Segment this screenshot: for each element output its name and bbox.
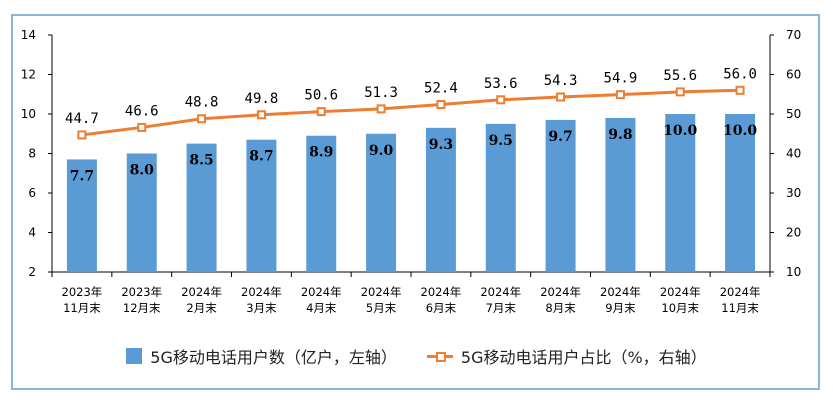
- legend-line-swatch: [426, 348, 453, 364]
- y-left-tick-label: 6: [28, 186, 36, 200]
- bar: [425, 127, 456, 272]
- legend-line-label: 5G移动电话用户占比（%，右轴）: [460, 348, 707, 367]
- y-right-tick-label: 50: [786, 107, 801, 121]
- bar: [66, 159, 97, 272]
- bar: [545, 119, 576, 272]
- line-value-label: 53.6: [484, 76, 518, 92]
- bar: [126, 153, 157, 272]
- bar-value-label: 9.5: [489, 133, 513, 149]
- x-tick-label: 2024年 10月末: [660, 285, 701, 315]
- bar: [246, 139, 277, 272]
- bar: [366, 133, 397, 272]
- line-value-label: 55.6: [663, 68, 697, 84]
- bar-value-label: 9.3: [429, 137, 453, 153]
- line-marker: [77, 130, 87, 140]
- x-tick-label: 2024年 11月末: [720, 285, 761, 315]
- line-value-label: 50.6: [304, 88, 338, 104]
- y-left-tick-label: 8: [28, 147, 36, 161]
- legend-item-bars: 5G移动电话用户数（亿户，左轴）: [126, 344, 397, 368]
- line-value-label: 51.3: [364, 85, 398, 101]
- line-marker: [256, 110, 266, 120]
- legend-item-line: 5G移动电话用户占比（%，右轴）: [426, 344, 707, 368]
- chart-frame: [11, 14, 820, 390]
- x-tick-label: 2024年 8月末: [540, 285, 581, 315]
- line-marker: [675, 87, 685, 97]
- x-tick-label: 2024年 2月末: [181, 285, 222, 315]
- line-value-label: 49.8: [245, 91, 279, 107]
- line-value-label: 46.6: [125, 103, 159, 119]
- x-tick-label: 2024年 3月末: [241, 285, 282, 315]
- line-marker: [137, 122, 147, 132]
- y-left-tick-label: 4: [28, 226, 36, 240]
- y-right-tick-label: 40: [786, 147, 801, 161]
- bar-value-label: 9.8: [608, 127, 632, 143]
- x-tick-label: 2024年 4月末: [301, 285, 342, 315]
- line-marker: [556, 92, 566, 102]
- bar: [306, 135, 337, 272]
- y-right-tick-label: 30: [786, 186, 801, 200]
- line-marker: [436, 100, 446, 110]
- bar-value-label: 8.0: [130, 163, 155, 179]
- bar: [725, 114, 756, 272]
- line-marker: [376, 104, 386, 114]
- y-left-tick-label: 2: [28, 265, 36, 279]
- y-right-tick-label: 20: [786, 226, 801, 240]
- line-marker: [735, 85, 745, 95]
- legend: 5G移动电话用户数（亿户，左轴） 5G移动电话用户占比（%，右轴）: [0, 343, 833, 369]
- bar-value-label: 10.0: [663, 123, 697, 139]
- y-right-tick-label: 70: [786, 28, 801, 42]
- x-tick-label: 2024年 9月末: [600, 285, 641, 315]
- legend-bar-label: 5G移动电话用户数（亿户，左轴）: [150, 348, 397, 367]
- bar: [485, 123, 516, 272]
- x-tick-label: 2023年 12月末: [121, 285, 162, 315]
- line-marker: [496, 95, 506, 105]
- line-series: [81, 88, 741, 137]
- line-marker: [615, 90, 625, 100]
- x-tick-label: 2024年 6月末: [421, 285, 462, 315]
- line-value-label: 44.7: [65, 111, 99, 127]
- line-value-label: 54.9: [604, 71, 638, 87]
- bar-value-label: 8.9: [309, 145, 333, 161]
- y-left-tick-label: 14: [21, 28, 36, 42]
- bar: [186, 143, 217, 272]
- bar-value-label: 9.7: [548, 129, 572, 145]
- y-right-tick-label: 60: [786, 68, 801, 82]
- bar-value-label: 10.0: [723, 123, 757, 139]
- bar-value-label: 9.0: [369, 143, 394, 159]
- bar: [665, 114, 696, 272]
- legend-bar-swatch: [126, 348, 143, 364]
- bar: [605, 117, 636, 272]
- line-marker: [197, 114, 207, 124]
- line-marker: [316, 107, 326, 117]
- y-left-tick-label: 10: [21, 107, 36, 121]
- x-tick-label: 2024年 5月末: [361, 285, 402, 315]
- line-value-label: 56.0: [723, 66, 757, 82]
- x-tick-label: 2023年 11月末: [62, 285, 103, 315]
- bar-value-label: 7.7: [70, 168, 94, 184]
- x-tick-label: 2024年 7月末: [480, 285, 521, 315]
- line-value-label: 54.3: [544, 73, 578, 89]
- y-right-tick-label: 10: [786, 265, 801, 279]
- bar-value-label: 8.7: [249, 149, 273, 165]
- line-value-label: 52.4: [424, 81, 458, 97]
- bar-value-label: 8.5: [189, 153, 213, 169]
- y-left-tick-label: 12: [21, 68, 36, 82]
- line-value-label: 48.8: [185, 95, 219, 111]
